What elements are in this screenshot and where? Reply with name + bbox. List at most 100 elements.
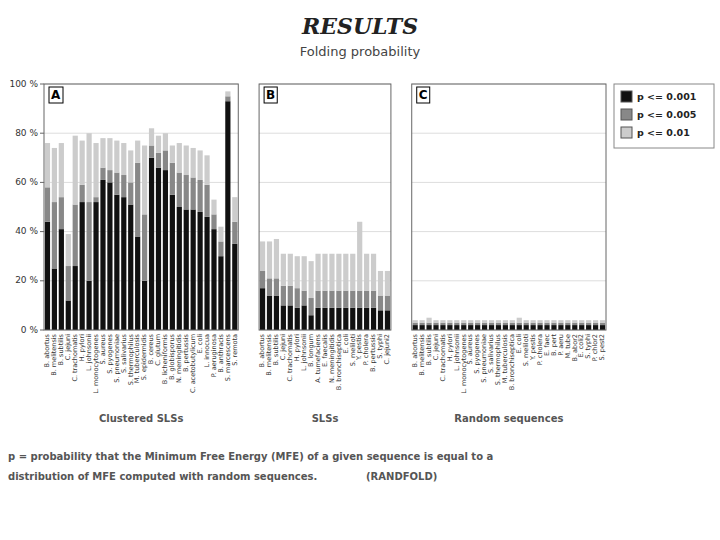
panel-label-box bbox=[264, 87, 277, 103]
panel-label-box bbox=[49, 87, 63, 103]
grid-line bbox=[412, 280, 606, 281]
bars bbox=[260, 222, 390, 330]
bar-segment bbox=[468, 325, 473, 330]
bar-segment bbox=[149, 128, 154, 145]
bar-segment bbox=[232, 197, 237, 222]
bar-segment bbox=[302, 291, 307, 306]
bar-segment bbox=[45, 187, 50, 221]
bar-segment bbox=[225, 91, 230, 96]
bar-segment bbox=[128, 150, 133, 182]
bar-segment bbox=[343, 254, 348, 291]
grid-line bbox=[412, 133, 606, 134]
panel-title: C bbox=[419, 88, 428, 102]
y-tick bbox=[40, 133, 44, 134]
bar-segment bbox=[537, 323, 542, 325]
bar-segment bbox=[66, 234, 71, 266]
bar-segment bbox=[302, 305, 307, 330]
bar-segment bbox=[343, 308, 348, 330]
bar-segment bbox=[517, 325, 522, 330]
bar-segment bbox=[468, 320, 473, 322]
bar-segment bbox=[572, 323, 577, 325]
bar-segment bbox=[544, 320, 549, 322]
bar-segment bbox=[336, 291, 341, 308]
subtitle: Folding probability bbox=[300, 44, 421, 59]
bar-segment bbox=[302, 256, 307, 290]
bar-segment bbox=[59, 197, 64, 229]
chart-root: RESULTSFolding probability0 %20 %40 %60 … bbox=[0, 0, 720, 540]
bar-segment bbox=[135, 163, 140, 237]
legend-entry: p <= 0.001 bbox=[637, 91, 696, 102]
bars bbox=[45, 91, 238, 330]
plot-area bbox=[44, 84, 238, 330]
bar-segment bbox=[107, 182, 112, 330]
bar-segment bbox=[565, 323, 570, 325]
bar-segment bbox=[93, 197, 98, 202]
y-tick-label: 100 % bbox=[9, 79, 38, 89]
bar-segment bbox=[198, 212, 203, 330]
bar-segment bbox=[295, 308, 300, 330]
plot-area bbox=[259, 84, 391, 330]
bar-segment bbox=[93, 143, 98, 197]
bar-segment bbox=[73, 266, 78, 330]
bar-segment bbox=[170, 195, 175, 330]
bar-segment bbox=[531, 320, 536, 322]
bar-segment bbox=[59, 143, 64, 197]
bar-segment bbox=[218, 256, 223, 330]
bar-segment bbox=[524, 323, 529, 325]
bar-segment bbox=[551, 323, 556, 325]
bar-segment bbox=[80, 185, 85, 202]
bar-segment bbox=[232, 222, 237, 244]
bar-segment bbox=[364, 308, 369, 330]
section-label: Clustered SLSs bbox=[99, 413, 184, 424]
y-tick bbox=[40, 84, 44, 85]
bar-segment bbox=[73, 205, 78, 266]
legend-frame bbox=[614, 84, 714, 148]
bar-segment bbox=[121, 197, 126, 330]
bar-segment bbox=[191, 148, 196, 178]
bar-segment bbox=[267, 278, 272, 295]
bar-segment bbox=[260, 271, 265, 288]
bar-segment bbox=[385, 296, 390, 311]
bar-segment bbox=[149, 146, 154, 158]
bar-segment bbox=[600, 323, 605, 325]
bar-segment bbox=[80, 202, 85, 330]
bar-segment bbox=[357, 222, 362, 291]
legend-entry: p <= 0.005 bbox=[637, 109, 696, 120]
legend-swatch bbox=[621, 91, 632, 102]
bar-segment bbox=[489, 323, 494, 325]
y-tick-label: 80 % bbox=[15, 128, 38, 138]
bar-segment bbox=[482, 325, 487, 330]
bar-segment bbox=[204, 185, 209, 217]
panel-label: A bbox=[49, 87, 63, 103]
bar-segment bbox=[371, 308, 376, 330]
bar-segment bbox=[45, 222, 50, 330]
bar-segment bbox=[426, 318, 431, 323]
bar-segment bbox=[579, 320, 584, 322]
bars bbox=[413, 318, 606, 330]
bar-segment bbox=[274, 278, 279, 295]
bar-segment bbox=[531, 325, 536, 330]
bar-segment bbox=[184, 146, 189, 176]
bar-segment bbox=[593, 325, 598, 330]
grid-line bbox=[44, 133, 238, 134]
bar-segment bbox=[315, 308, 320, 330]
bar-segment bbox=[281, 305, 286, 330]
bar-segment bbox=[517, 318, 522, 323]
bar-segment bbox=[378, 296, 383, 311]
bar-segment bbox=[336, 308, 341, 330]
bar-segment bbox=[385, 310, 390, 330]
bar-segment bbox=[503, 320, 508, 322]
panel-label-box bbox=[417, 87, 430, 103]
bar-segment bbox=[128, 182, 133, 204]
bar-segment bbox=[461, 325, 466, 330]
bar-segment bbox=[503, 325, 508, 330]
bar-segment bbox=[80, 141, 85, 185]
bar-segment bbox=[475, 325, 480, 330]
bar-segment bbox=[572, 325, 577, 330]
bar-segment bbox=[433, 323, 438, 325]
bar-segment bbox=[211, 200, 216, 215]
bar-segment bbox=[413, 320, 418, 322]
grid-line bbox=[259, 182, 391, 183]
plot-frame bbox=[259, 84, 391, 330]
bar-segment bbox=[73, 136, 78, 205]
